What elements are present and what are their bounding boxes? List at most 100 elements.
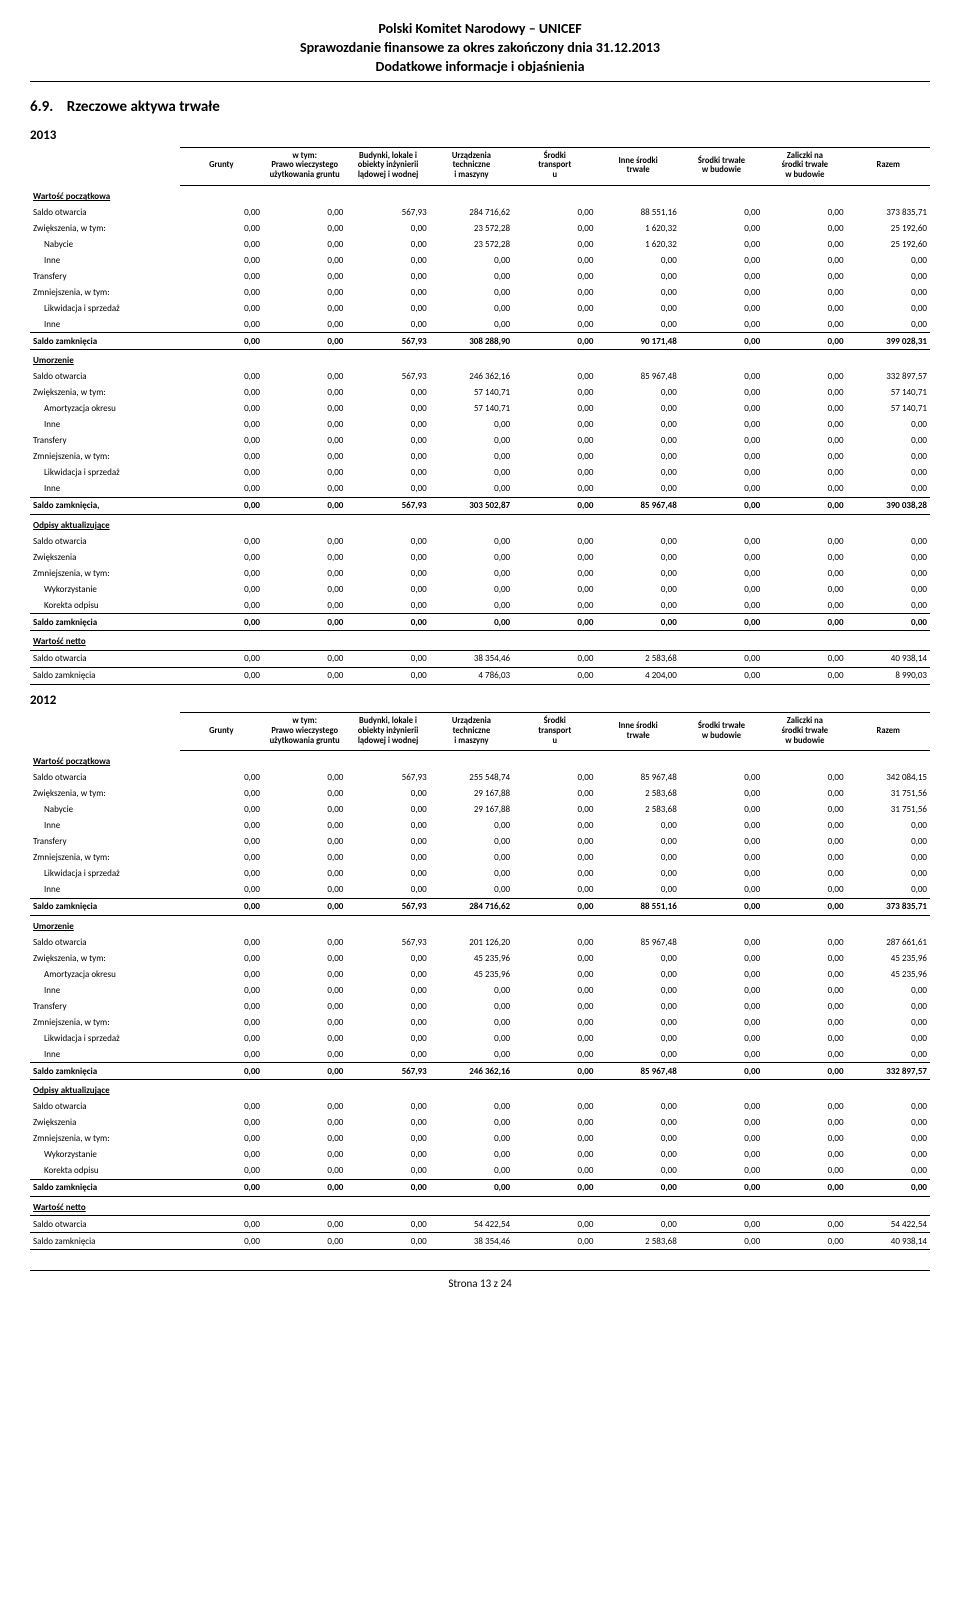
cell: 0,00 [513,1147,596,1163]
cell: 0,00 [513,1014,596,1030]
cell: 0,00 [596,614,679,631]
cell: 0,00 [180,950,263,966]
cell: 0,00 [513,850,596,866]
cell: 29 167,88 [430,786,513,802]
table-row: Saldo zamknięcia0,000,000,000,000,000,00… [30,614,930,631]
cell: 0,00 [430,565,513,581]
cell: 0,00 [263,449,346,465]
cell: 0,00 [263,1163,346,1180]
cell: 0,00 [180,268,263,284]
cell: 0,00 [346,385,429,401]
cell: 284 716,62 [430,204,513,220]
cell: 0,00 [263,433,346,449]
cell: 0,00 [680,1216,763,1233]
cell: 0,00 [680,433,763,449]
cell: 0,00 [596,300,679,316]
cell: 0,00 [263,1179,346,1196]
cell: 0,00 [180,1147,263,1163]
cell: 0,00 [513,369,596,385]
cell: 0,00 [346,982,429,998]
row-label: Inne [30,481,180,498]
cell: 0,00 [263,650,346,667]
cell: 1 620,32 [596,236,679,252]
cell: 57 140,71 [430,401,513,417]
cell: 0,00 [763,533,846,549]
cell: 332 897,57 [847,369,930,385]
cell: 0,00 [513,581,596,597]
cell: 0,00 [513,982,596,998]
table-row: Nabycie0,000,000,0023 572,280,001 620,32… [30,236,930,252]
col-header-7: Zaliczki naśrodki trwałew budowie [763,712,846,750]
cell: 0,00 [180,497,263,514]
cell: 0,00 [513,385,596,401]
section-title: 6.9. Rzeczowe aktywa trwałe [30,98,930,116]
cell: 0,00 [680,1179,763,1196]
section-name: Rzeczowe aktywa trwałe [67,98,220,116]
col-header-5: Inne środkitrwałe [596,712,679,750]
cell: 0,00 [430,449,513,465]
cell: 0,00 [513,565,596,581]
row-label: Likwidacja i sprzedaż [30,465,180,481]
tables-container: 2013 Gruntyw tym:Prawo wieczystegoużytkow… [30,128,930,1251]
cell: 0,00 [847,252,930,268]
cell: 0,00 [596,433,679,449]
row-label: Korekta odpisu [30,1163,180,1180]
cell: 308 288,90 [430,333,513,350]
cell: 0,00 [763,882,846,899]
cell: 0,00 [346,1179,429,1196]
cell: 0,00 [180,834,263,850]
cell: 0,00 [513,549,596,565]
cell: 0,00 [513,284,596,300]
cell: 0,00 [180,481,263,498]
cell: 0,00 [180,1063,263,1080]
cell: 0,00 [263,1014,346,1030]
cell: 0,00 [680,898,763,915]
fixed-assets-table-y2012: Gruntyw tym:Prawo wieczystegoużytkowania… [30,712,930,1250]
cell: 0,00 [680,1014,763,1030]
cell: 38 354,46 [430,1233,513,1250]
cell: 0,00 [180,385,263,401]
table-row: Saldo otwarcia0,000,00567,93201 126,200,… [30,934,930,950]
cell: 45 235,96 [847,966,930,982]
cell: 0,00 [180,1046,263,1063]
cell: 0,00 [513,300,596,316]
col-header-5: Inne środkitrwałe [596,147,679,185]
cell: 54 422,54 [847,1216,930,1233]
cell: 0,00 [763,204,846,220]
cell: 2 583,68 [596,802,679,818]
cell: 0,00 [513,533,596,549]
cell: 31 751,56 [847,802,930,818]
cell: 0,00 [513,481,596,498]
year-label-y2013: 2013 [30,128,930,143]
cell: 0,00 [180,565,263,581]
cell: 0,00 [346,549,429,565]
table-row: Zwiększenia, w tym:0,000,000,0057 140,71… [30,385,930,401]
cell: 0,00 [346,597,429,614]
cell: 0,00 [430,549,513,565]
row-label: Saldo zamknięcia [30,614,180,631]
cell: 0,00 [513,1115,596,1131]
cell: 40 938,14 [847,1233,930,1250]
cell: 85 967,48 [596,934,679,950]
row-label: Inne [30,882,180,899]
row-label: Saldo otwarcia [30,650,180,667]
cell: 85 967,48 [596,1063,679,1080]
cell: 0,00 [263,786,346,802]
cell: 0,00 [763,667,846,684]
cell: 0,00 [680,401,763,417]
cell: 0,00 [263,581,346,597]
cell: 0,00 [180,818,263,834]
cell: 88 551,16 [596,898,679,915]
cell: 0,00 [263,549,346,565]
cell: 0,00 [346,1163,429,1180]
cell: 0,00 [763,236,846,252]
cell: 8 990,03 [847,667,930,684]
cell: 0,00 [430,417,513,433]
row-label: Transfery [30,433,180,449]
cell: 0,00 [346,284,429,300]
cell: 0,00 [180,284,263,300]
cell: 0,00 [763,1216,846,1233]
cell: 0,00 [596,1147,679,1163]
cell: 0,00 [680,650,763,667]
cell: 0,00 [346,966,429,982]
